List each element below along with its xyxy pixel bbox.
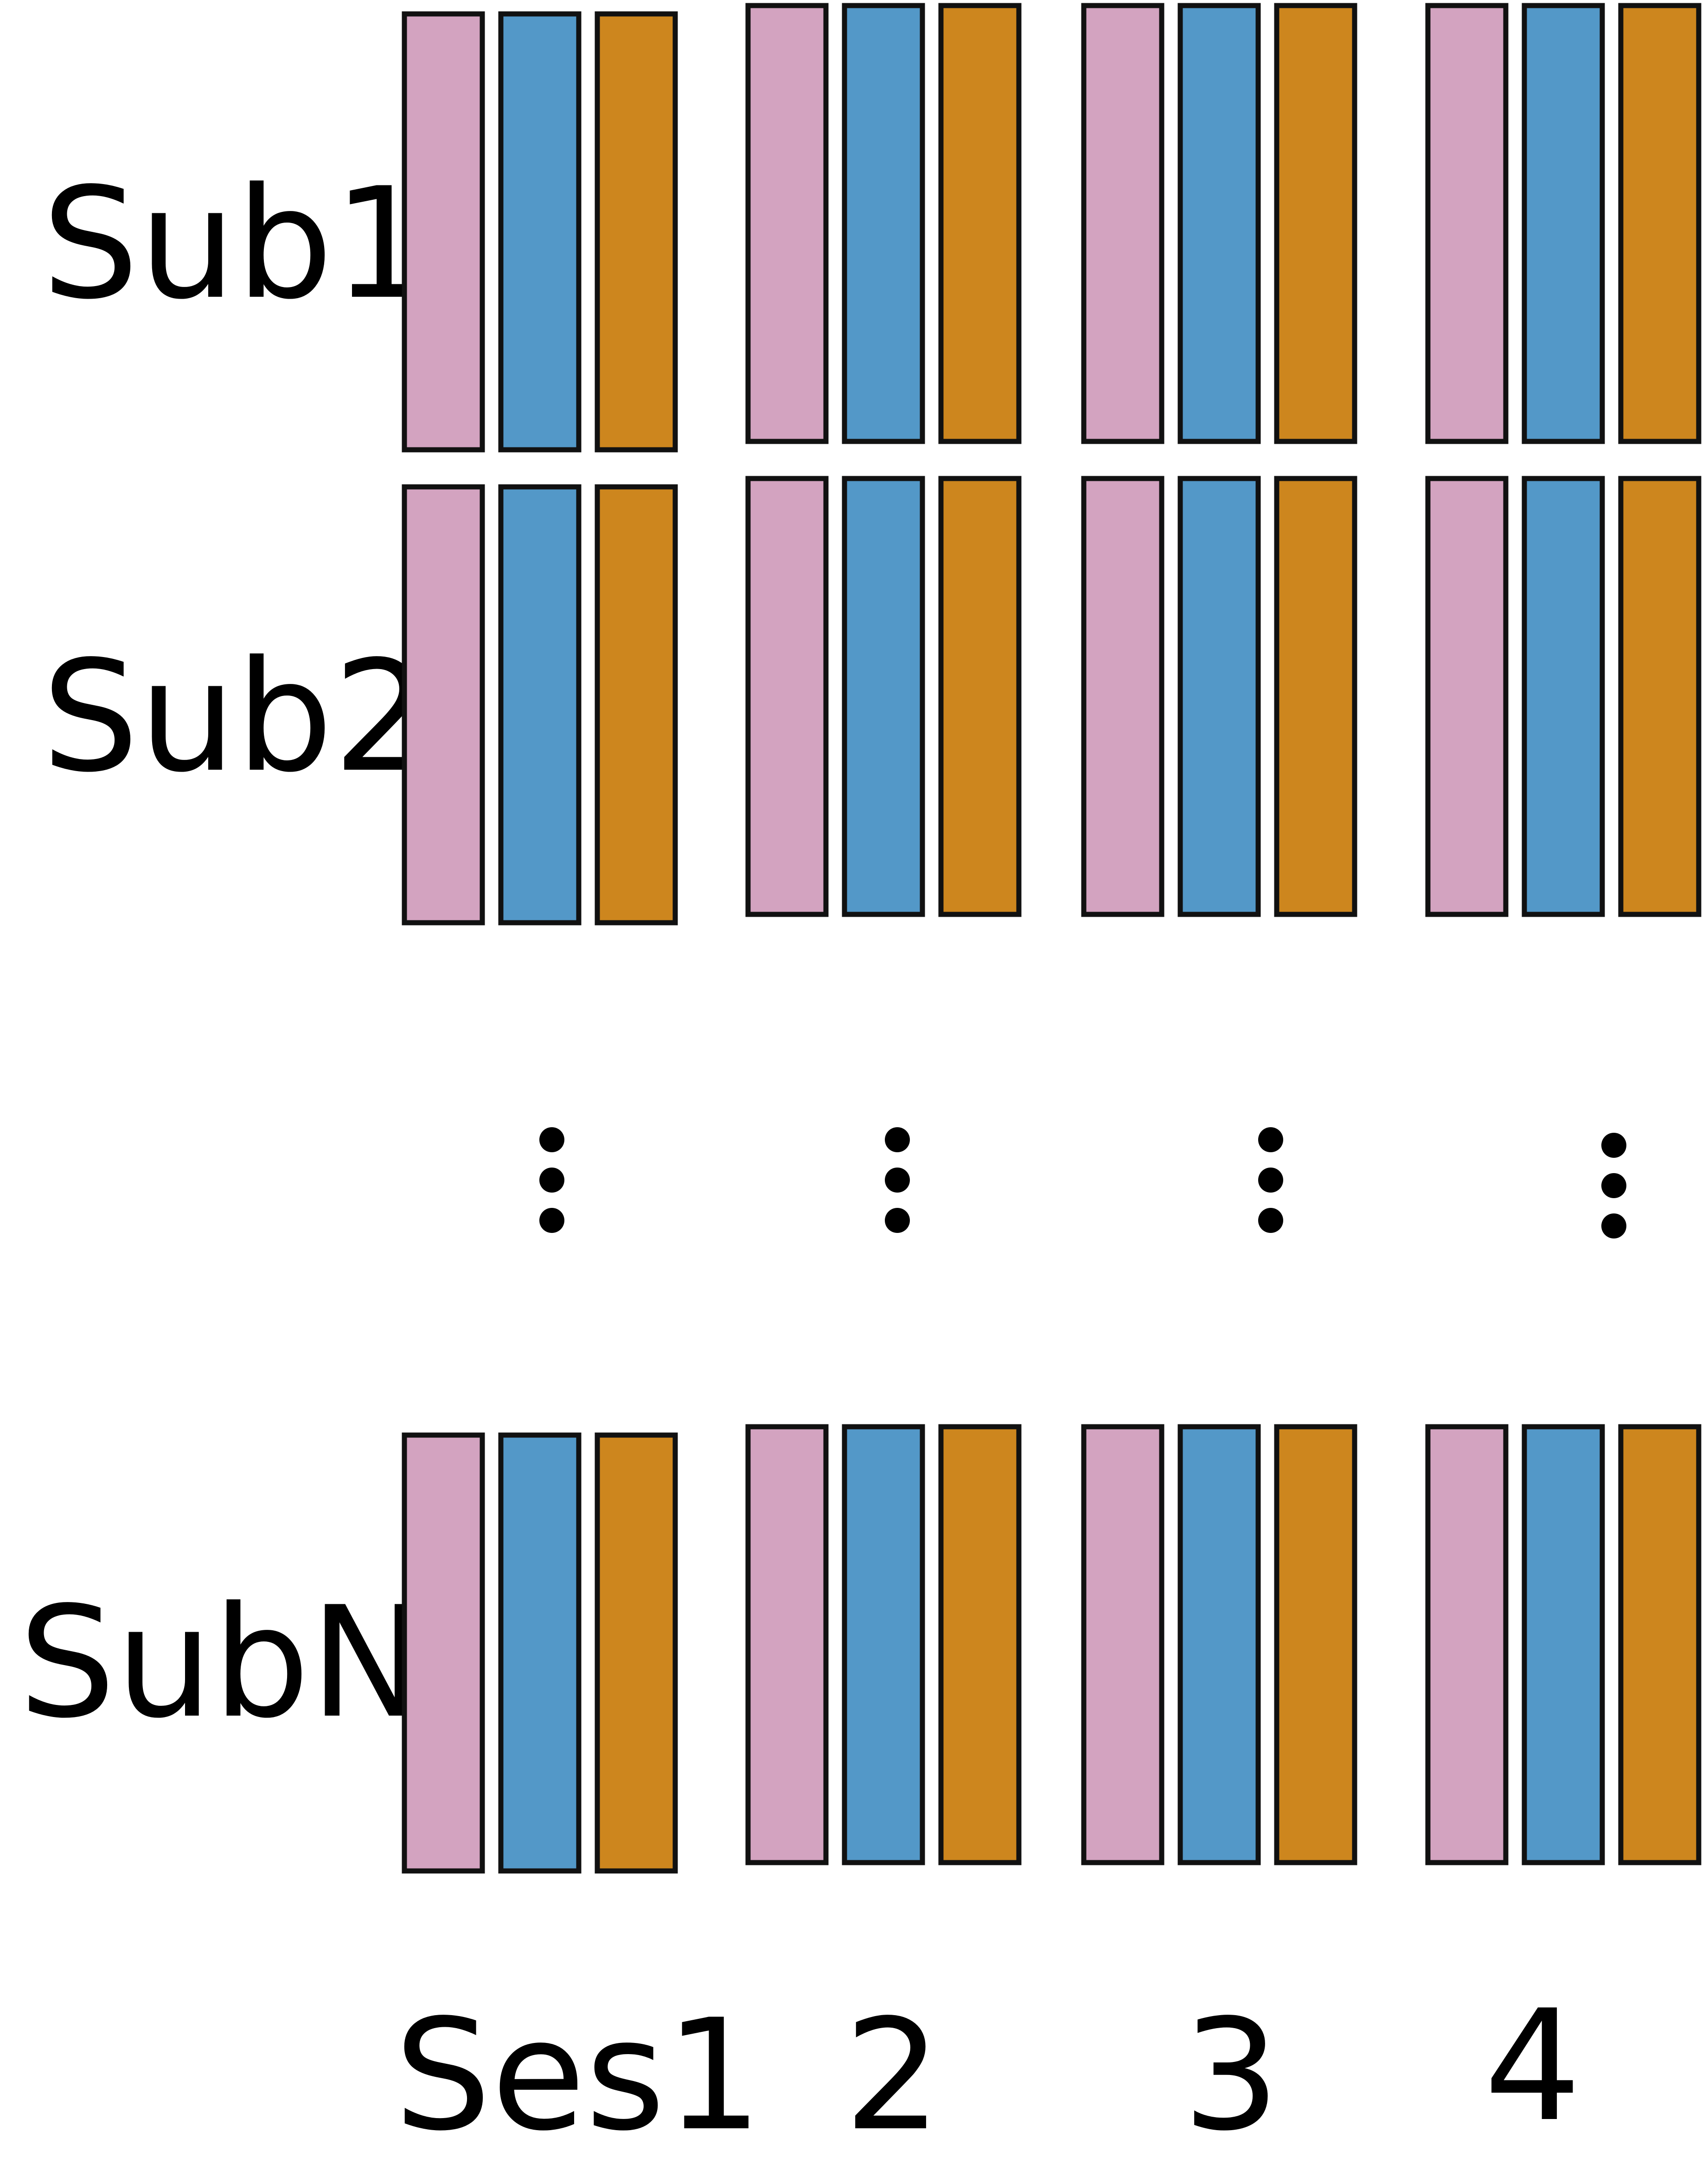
- run-bar-SubN-ses2-run3: [938, 1424, 1022, 1865]
- ellipsis-dot-col3-1: [1258, 1127, 1283, 1152]
- ellipsis-dot-col3-2: [1258, 1168, 1283, 1193]
- run-bar-Sub1-ses3-run1: [1081, 3, 1164, 444]
- run-bar-Sub2-ses2-run1: [745, 476, 829, 917]
- run-bar-Sub1-ses4-run1: [1425, 3, 1509, 444]
- session-label-2: 2: [844, 1986, 941, 2164]
- ellipsis-dot-col1-3: [539, 1208, 564, 1233]
- run-bar-Sub1-ses3-run2: [1177, 3, 1261, 444]
- run-bar-Sub1-ses1-run2: [498, 11, 582, 453]
- ellipsis-dot-col1-1: [539, 1127, 564, 1152]
- run-bar-Sub1-ses2-run1: [745, 3, 829, 444]
- run-bar-SubN-ses3-run3: [1274, 1424, 1357, 1865]
- session-label-3: 3: [1183, 1986, 1280, 2164]
- run-bar-Sub1-ses1-run3: [595, 11, 678, 453]
- ellipsis-dot-col2-3: [885, 1208, 910, 1233]
- ellipsis-dot-col4-3: [1601, 1213, 1626, 1238]
- run-bar-SubN-ses3-run1: [1081, 1424, 1164, 1865]
- run-bar-Sub2-ses4-run1: [1425, 476, 1509, 917]
- run-bar-Sub2-ses2-run2: [842, 476, 925, 917]
- run-bar-SubN-ses3-run2: [1177, 1424, 1261, 1865]
- run-bar-Sub1-ses4-run2: [1522, 3, 1605, 444]
- ellipsis-dot-col2-1: [885, 1127, 910, 1152]
- run-bar-Sub1-ses3-run3: [1274, 3, 1357, 444]
- run-bar-Sub2-ses2-run3: [938, 476, 1022, 917]
- ellipsis-dot-col4-1: [1601, 1133, 1626, 1158]
- run-bar-SubN-ses4-run2: [1522, 1424, 1605, 1865]
- run-bar-Sub2-ses1-run1: [402, 484, 485, 926]
- run-bar-Sub2-ses3-run2: [1177, 476, 1261, 917]
- run-bar-Sub2-ses4-run2: [1522, 476, 1605, 917]
- run-bar-Sub2-ses3-run3: [1274, 476, 1357, 917]
- run-bar-Sub2-ses4-run3: [1618, 476, 1702, 917]
- run-bar-Sub1-ses2-run3: [938, 3, 1022, 444]
- ellipsis-dot-col3-3: [1258, 1208, 1283, 1233]
- run-bar-Sub1-ses2-run2: [842, 3, 925, 444]
- run-bar-Sub1-ses4-run3: [1618, 3, 1702, 444]
- ellipsis-layer: [539, 1127, 1626, 1238]
- run-bar-SubN-ses1-run2: [498, 1432, 582, 1874]
- run-bar-Sub2-ses3-run1: [1081, 476, 1164, 917]
- run-bar-SubN-ses2-run1: [745, 1424, 829, 1865]
- run-bar-Sub1-ses1-run1: [402, 11, 485, 453]
- run-bar-SubN-ses1-run3: [595, 1432, 678, 1874]
- ellipsis-dot-col2-2: [885, 1168, 910, 1193]
- run-bar-SubN-ses4-run3: [1618, 1424, 1702, 1865]
- run-bars-layer: [402, 3, 1702, 1874]
- run-bar-SubN-ses2-run2: [842, 1424, 925, 1865]
- session-label-4: 4: [1484, 1977, 1581, 2155]
- run-bar-Sub2-ses1-run2: [498, 484, 582, 926]
- session-label-1: Ses1: [394, 1986, 762, 2164]
- ellipsis-dot-col4-2: [1601, 1173, 1626, 1198]
- subject-label-2: Sub2: [42, 628, 430, 806]
- run-bar-SubN-ses4-run1: [1425, 1424, 1509, 1865]
- run-bar-SubN-ses1-run1: [402, 1432, 485, 1874]
- subject-label-1: Sub1: [42, 155, 430, 333]
- ellipsis-dot-col1-2: [539, 1168, 564, 1193]
- subject-label-n: SubN: [19, 1574, 424, 1752]
- run-bar-Sub2-ses1-run3: [595, 484, 678, 926]
